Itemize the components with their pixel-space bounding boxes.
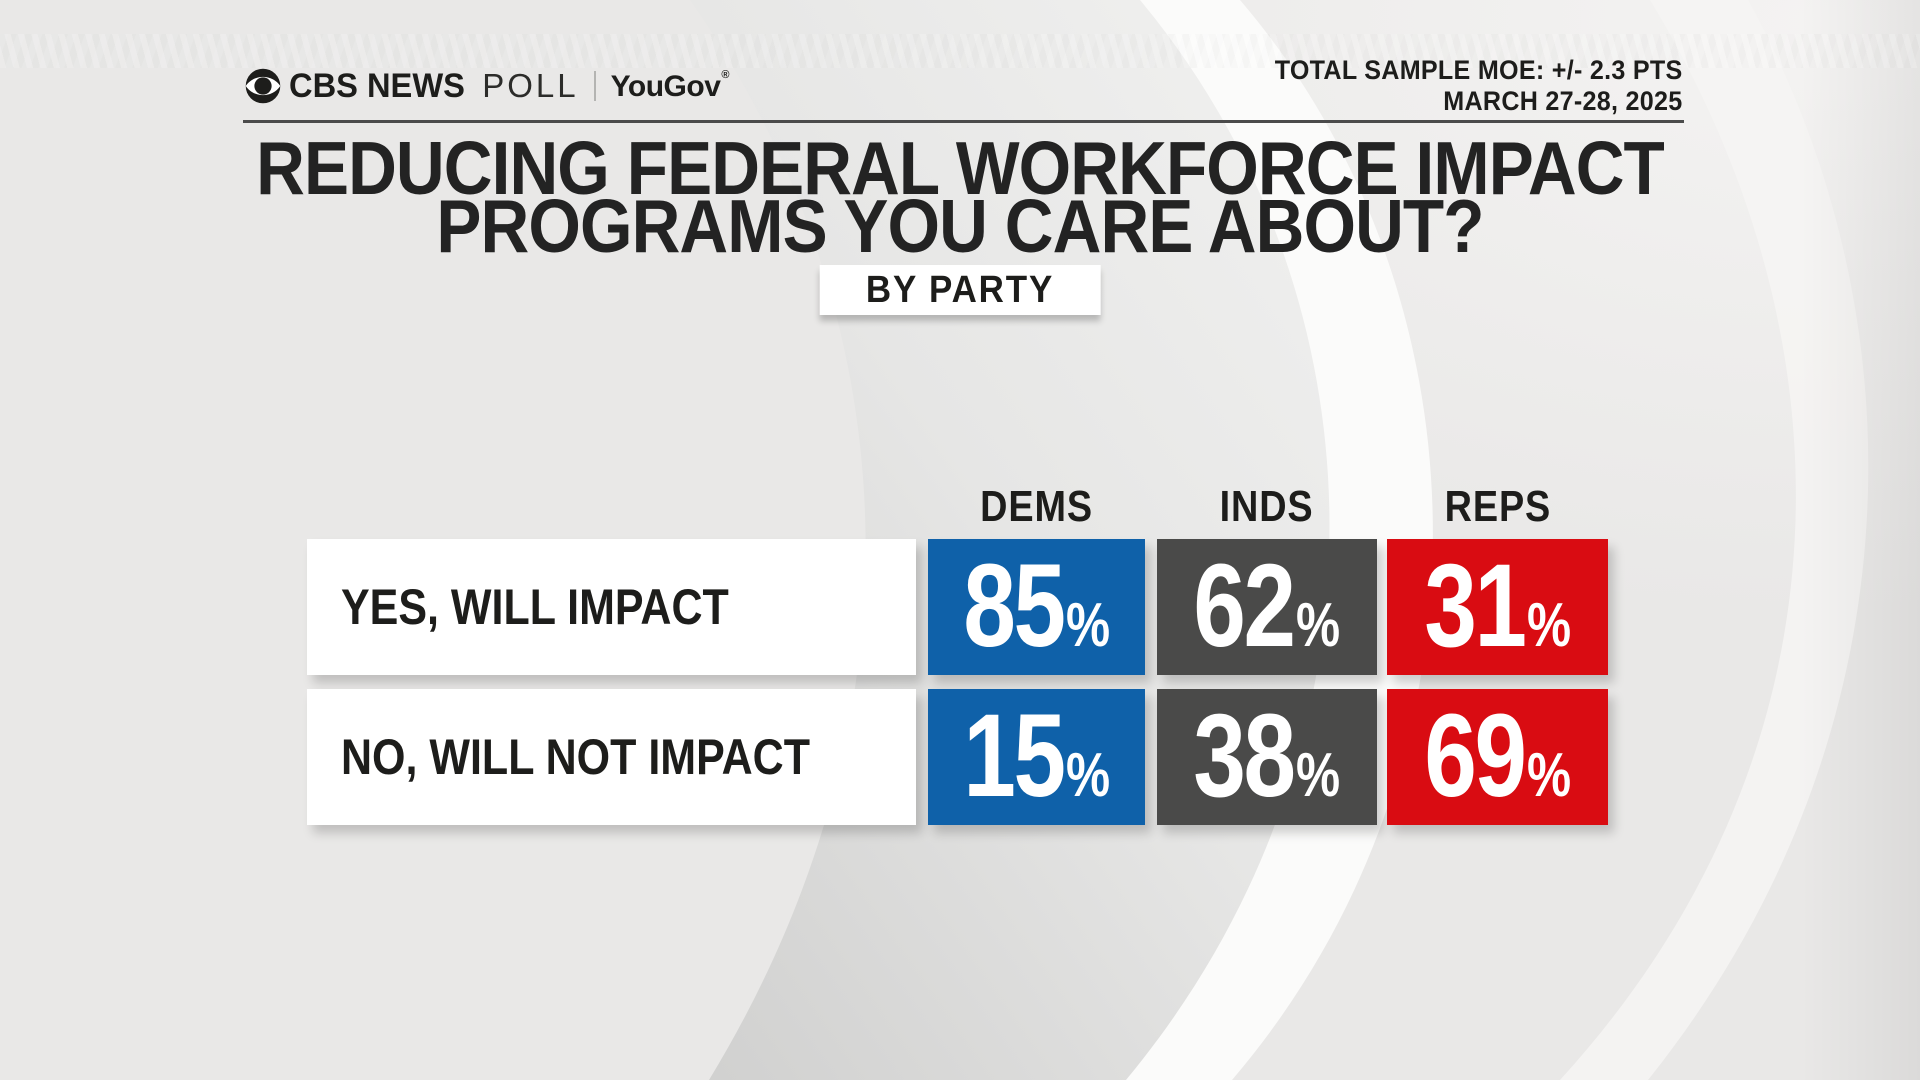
percent-sign: %	[1526, 741, 1571, 811]
value-yes-reps: 31	[1424, 540, 1527, 673]
cell-yes-inds: 62%	[1157, 539, 1377, 675]
cell-no-dems: 15%	[928, 689, 1145, 825]
percent-sign: %	[1065, 741, 1110, 811]
poll-date: MARCH 27-28, 2025	[1443, 86, 1683, 116]
column-header-dems: DEMS	[980, 482, 1093, 531]
registered-mark: ®	[721, 68, 730, 81]
row-label-no: NO, WILL NOT IMPACT	[307, 689, 916, 825]
percent-sign: %	[1296, 741, 1341, 811]
top-scribble-texture	[0, 34, 1920, 68]
moe-text: TOTAL SAMPLE MOE: +/- 2.3 PTS	[1275, 55, 1683, 85]
cbs-news-wordmark: CBS NEWS	[289, 66, 465, 105]
page-title: REDUCING FEDERAL WORKFORCE IMPACT PROGRA…	[96, 126, 1824, 268]
percent-sign: %	[1296, 591, 1341, 661]
value-yes-inds: 62	[1193, 540, 1297, 673]
cell-no-inds: 38%	[1157, 689, 1377, 825]
by-party-badge: BY PARTY	[819, 265, 1101, 315]
value-no-inds: 38	[1193, 690, 1297, 823]
brand-divider	[593, 71, 596, 101]
cell-yes-reps: 31%	[1387, 539, 1608, 675]
title-line-2: PROGRAMS YOU CARE ABOUT?	[436, 184, 1484, 268]
header-divider-line	[243, 120, 1684, 123]
percent-sign: %	[1526, 591, 1571, 661]
value-yes-dems: 85	[963, 540, 1066, 673]
cell-no-reps: 69%	[1387, 689, 1608, 825]
yougov-wordmark: YouGov®	[610, 68, 730, 103]
column-header-inds: INDS	[1220, 482, 1314, 531]
cbs-eye-icon	[245, 68, 281, 104]
cell-yes-dems: 85%	[928, 539, 1145, 675]
percent-sign: %	[1065, 591, 1110, 661]
by-party-label: BY PARTY	[865, 268, 1055, 311]
brand-lockup: CBS NEWS POLL YouGov®	[245, 66, 729, 106]
title-line-1: REDUCING FEDERAL WORKFORCE IMPACT	[256, 126, 1665, 210]
value-no-reps: 69	[1424, 690, 1527, 823]
poll-wordmark: POLL	[482, 67, 579, 104]
row-label-yes: YES, WILL IMPACT	[307, 539, 916, 675]
sample-note: TOTAL SAMPLE MOE: +/- 2.3 PTS MARCH 27-2…	[1244, 55, 1683, 117]
value-no-dems: 15	[963, 690, 1066, 823]
column-header-reps: REPS	[1444, 482, 1551, 531]
